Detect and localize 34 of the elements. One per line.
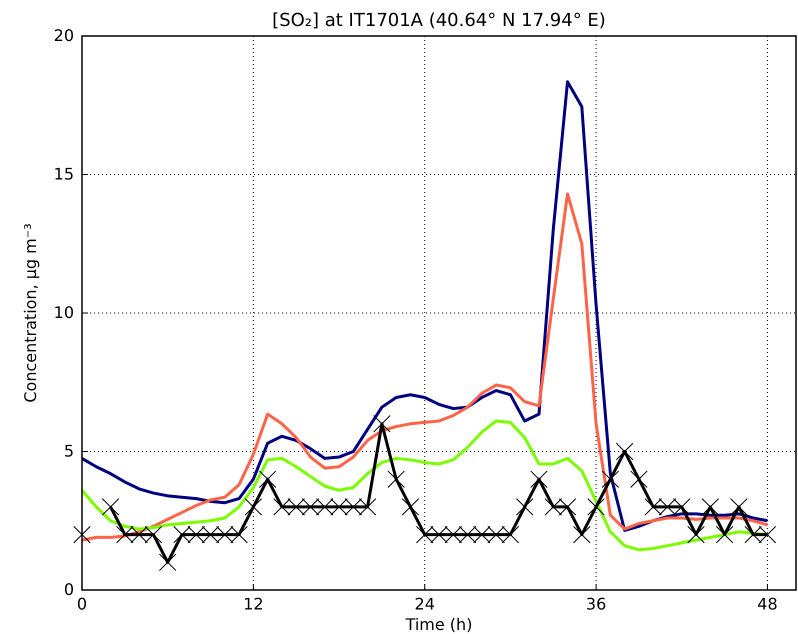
point — [102, 498, 120, 516]
point — [616, 442, 634, 460]
point — [373, 415, 391, 433]
point — [573, 526, 591, 544]
y-tick-label: 20 — [54, 26, 74, 46]
point — [258, 470, 276, 488]
x-tick-label: 12 — [243, 594, 264, 614]
point — [730, 498, 748, 516]
point — [587, 498, 605, 516]
x-tick-label: 48 — [757, 594, 778, 614]
x-tick-label: 24 — [414, 594, 435, 614]
y-tick-label: 15 — [54, 164, 74, 184]
point — [516, 498, 534, 516]
x-tick-label: 0 — [76, 594, 88, 614]
y-axis-title: Concentration, μg m⁻³ — [21, 223, 40, 403]
point — [530, 470, 548, 488]
line-series — [80, 192, 769, 542]
point — [602, 470, 620, 488]
point — [402, 498, 420, 516]
point — [244, 498, 262, 516]
chart-title: [SO₂] at IT1701A (40.64° N 17.94° E) — [272, 10, 606, 31]
y-tick-label: 10 — [54, 303, 74, 322]
point — [687, 526, 705, 544]
point — [387, 470, 405, 488]
point — [73, 526, 91, 544]
point — [630, 470, 648, 488]
x-axis-title: Time (h) — [404, 615, 472, 634]
point — [158, 554, 176, 572]
point — [702, 498, 720, 516]
y-tick-label: 5 — [64, 442, 74, 461]
point — [716, 526, 734, 544]
y-tick-label: 0 — [64, 580, 74, 600]
x-tick-label: 36 — [586, 594, 606, 614]
line-series — [80, 80, 769, 532]
